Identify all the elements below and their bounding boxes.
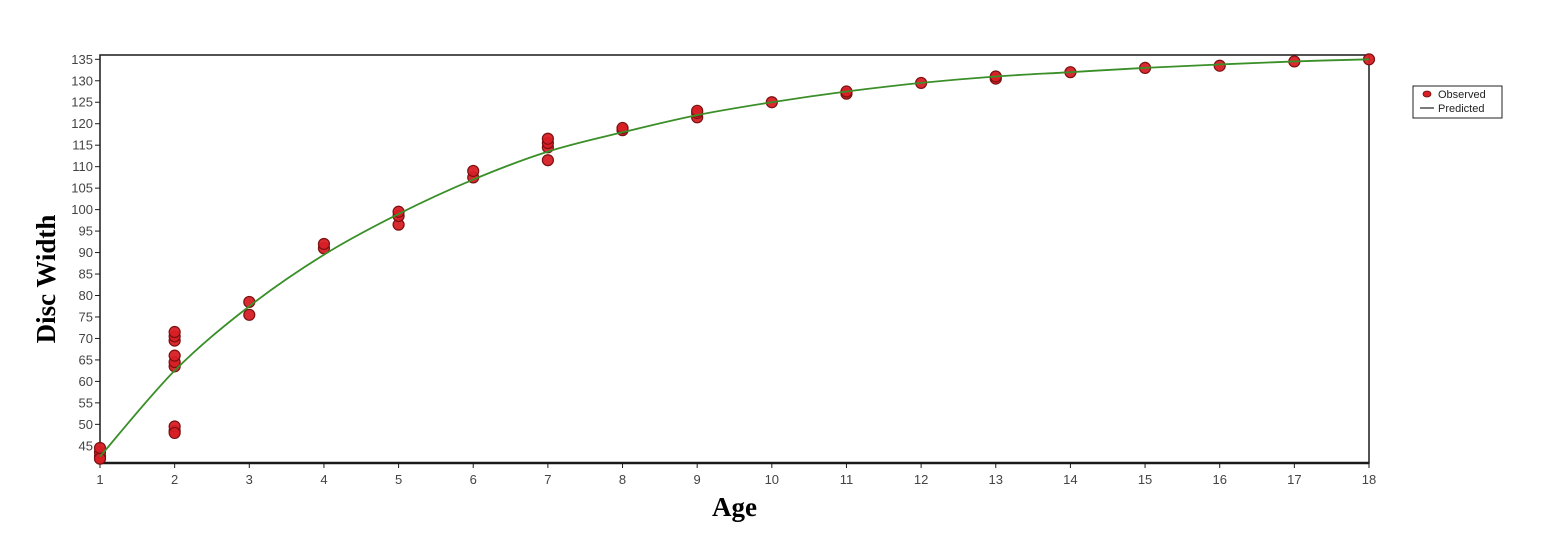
x-tick-label: 11 bbox=[840, 472, 854, 487]
legend-observed-label: Observed bbox=[1438, 89, 1486, 101]
y-tick-label: 85 bbox=[79, 267, 93, 282]
observed-point bbox=[541, 154, 554, 167]
observed-point bbox=[93, 452, 107, 465]
y-axis: 45 50 55 60 65 70 75 80 85 90 95 100 105 110 115 120 125… bbox=[71, 52, 100, 453]
x-tick-label: 5 bbox=[395, 472, 402, 487]
y-tick-label: 135 bbox=[71, 52, 93, 67]
y-tick-label: 75 bbox=[79, 309, 93, 324]
x-tick-label: 6 bbox=[470, 472, 477, 487]
legend: Observed Predicted bbox=[1412, 85, 1503, 119]
x-tick-label: 14 bbox=[1063, 472, 1077, 487]
x-tick-label: 13 bbox=[989, 472, 1003, 487]
y-tick-label: 130 bbox=[71, 73, 93, 88]
y-axis-title: Disc Width bbox=[31, 215, 61, 344]
y-tick-label: 50 bbox=[79, 417, 93, 432]
x-tick-label: 3 bbox=[246, 472, 253, 487]
series-layer bbox=[93, 53, 1376, 465]
x-tick-label: 10 bbox=[765, 472, 779, 487]
observed-point bbox=[168, 349, 181, 362]
y-tick-label: 100 bbox=[71, 202, 93, 217]
x-tick-label: 18 bbox=[1362, 472, 1376, 487]
x-tick-label: 16 bbox=[1212, 472, 1226, 487]
y-tick-label: 105 bbox=[71, 181, 93, 196]
y-tick-label: 80 bbox=[79, 288, 93, 303]
x-axis: 1 2 3 4 5 6 7 8 9 10 11 12 13 14 15 16 17 18 bbox=[96, 463, 1376, 487]
y-tick-label: 125 bbox=[71, 95, 93, 110]
plot-frame bbox=[99, 54, 1370, 464]
y-tick-label: 60 bbox=[79, 374, 93, 389]
y-tick-label: 120 bbox=[71, 116, 93, 131]
y-tick-label: 55 bbox=[79, 395, 93, 410]
observed-point bbox=[1213, 59, 1226, 72]
y-tick-label: 110 bbox=[72, 159, 93, 174]
x-tick-label: 8 bbox=[619, 472, 626, 487]
observed-point bbox=[317, 237, 331, 251]
y-tick-label: 70 bbox=[79, 331, 93, 346]
plot-area bbox=[99, 54, 1370, 465]
y-tick-label: 65 bbox=[79, 352, 93, 367]
y-tick-label: 115 bbox=[72, 138, 93, 153]
x-axis-title: Age bbox=[712, 492, 757, 522]
observed-point bbox=[541, 132, 554, 145]
x-tick-label: 1 bbox=[96, 472, 103, 487]
observed-point bbox=[467, 164, 480, 178]
observed-point bbox=[243, 308, 256, 321]
x-tick-label: 7 bbox=[544, 472, 551, 487]
legend-observed-marker bbox=[1422, 90, 1432, 98]
x-tick-label: 12 bbox=[914, 472, 928, 487]
x-tick-label: 9 bbox=[694, 472, 701, 487]
y-tick-label: 95 bbox=[79, 224, 93, 239]
predicted-line bbox=[99, 58, 1370, 458]
x-tick-label: 2 bbox=[171, 472, 178, 487]
y-tick-label: 45 bbox=[79, 438, 93, 453]
x-tick-label: 4 bbox=[320, 472, 327, 487]
observed-point bbox=[168, 325, 181, 339]
observed-point bbox=[168, 426, 181, 440]
legend-predicted-label: Predicted bbox=[1438, 103, 1484, 115]
y-tick-label: 90 bbox=[79, 245, 93, 260]
observed-point bbox=[691, 104, 704, 117]
x-tick-label: 15 bbox=[1138, 472, 1152, 487]
x-tick-label: 17 bbox=[1287, 472, 1301, 487]
